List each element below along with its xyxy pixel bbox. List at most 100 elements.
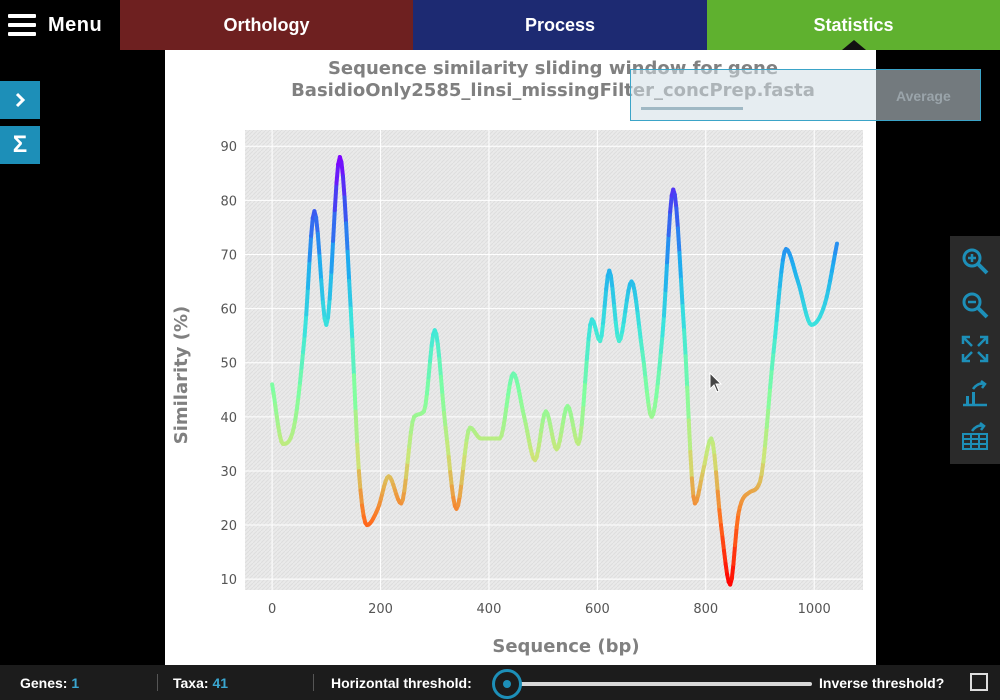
- tab-statistics[interactable]: Statistics: [707, 0, 1000, 50]
- y-tick-label: 30: [220, 465, 237, 480]
- chart-toolbar: [950, 236, 1000, 464]
- y-tick-label: 50: [220, 357, 237, 372]
- hamburger-icon: [8, 14, 36, 36]
- tab-orthology-label: Orthology: [223, 14, 310, 35]
- line-segment: [771, 334, 778, 354]
- threshold-slider[interactable]: [492, 668, 814, 699]
- line-segment: [332, 181, 339, 213]
- line-segment: [302, 312, 309, 338]
- divider: [157, 674, 158, 691]
- line-segment: [679, 277, 685, 308]
- line-segment: [761, 443, 768, 464]
- export-chart-icon: [963, 380, 987, 407]
- line-segment: [604, 273, 610, 291]
- slider-handle[interactable]: [492, 669, 522, 699]
- zoom-out-icon: [962, 292, 989, 319]
- zoom-out-button[interactable]: [958, 288, 992, 322]
- line-segment: [426, 358, 433, 380]
- line-segment: [462, 438, 469, 456]
- line-segment: [446, 454, 453, 475]
- line-segment: [586, 322, 593, 341]
- tab-statistics-label: Statistics: [813, 14, 894, 35]
- line-segment: [777, 269, 784, 289]
- line-segment: [442, 410, 448, 430]
- line-segment: [355, 442, 361, 473]
- line-segment: [405, 444, 412, 464]
- line-segment: [351, 373, 358, 414]
- line-segment: [584, 336, 591, 361]
- x-tick-label: 0: [268, 602, 276, 617]
- tab-orthology[interactable]: Orthology: [120, 0, 413, 50]
- divider: [313, 674, 314, 691]
- line-segment: [658, 333, 665, 355]
- line-segment: [428, 343, 434, 363]
- line-segment: [773, 318, 779, 339]
- line-segment: [448, 470, 454, 489]
- line-segment: [423, 391, 429, 408]
- line-segment: [404, 459, 410, 480]
- menu-label: Menu: [48, 13, 103, 36]
- line-segment: [435, 342, 442, 362]
- line-segment: [437, 357, 443, 379]
- line-segment: [680, 303, 687, 333]
- fullscreen-button[interactable]: [958, 332, 992, 366]
- sidebar-sigma-button[interactable]: Σ: [0, 126, 40, 164]
- zoom-in-button[interactable]: [958, 244, 992, 278]
- zoom-in-icon: [962, 248, 989, 275]
- export-chart-button[interactable]: [958, 376, 992, 410]
- line-segment: [339, 160, 345, 179]
- line-segment: [502, 404, 509, 420]
- x-tick-label: 200: [368, 602, 393, 617]
- line-segment: [334, 162, 341, 186]
- average-label: Average: [896, 88, 951, 104]
- similarity-chart[interactable]: 10 20 30 40 50 60 70 80 90 0 200 400 600 800 1000 Seq…: [165, 115, 876, 665]
- menu-button[interactable]: Menu: [0, 0, 120, 50]
- y-tick-label: 20: [220, 519, 237, 534]
- line-segment: [714, 470, 720, 494]
- x-tick-label: 800: [693, 602, 718, 617]
- line-segment: [301, 333, 307, 354]
- line-segment: [688, 449, 694, 481]
- line-segment: [769, 349, 776, 371]
- y-axis-ticks: 10 20 30 40 50 60 70 80 90: [220, 140, 237, 588]
- line-segment: [356, 468, 363, 493]
- tab-process[interactable]: Process: [413, 0, 707, 50]
- line-segment: [672, 192, 679, 211]
- inverse-threshold-checkbox[interactable]: [970, 673, 988, 691]
- line-segment: [734, 512, 741, 530]
- line-segment: [613, 320, 620, 338]
- line-segment: [347, 278, 353, 311]
- y-tick-label: 60: [220, 303, 237, 318]
- line-segment: [340, 174, 347, 200]
- genes-label: Genes:: [20, 675, 68, 691]
- average-button[interactable]: Average: [630, 69, 981, 121]
- line-segment: [329, 238, 336, 274]
- line-segment: [309, 216, 315, 238]
- y-axis-label: Similarity (%): [171, 306, 192, 445]
- line-segment: [320, 300, 327, 321]
- line-segment: [504, 392, 511, 408]
- line-segment: [457, 481, 464, 499]
- line-segment: [350, 337, 356, 378]
- line-segment: [663, 260, 670, 293]
- line-segment: [763, 425, 769, 448]
- line-segment: [307, 233, 314, 263]
- line-segment: [319, 278, 325, 305]
- sidebar-expand-button[interactable]: [0, 81, 40, 119]
- line-segment: [601, 303, 607, 325]
- export-table-button[interactable]: [958, 420, 992, 454]
- line-segment: [660, 313, 666, 338]
- line-segment: [654, 381, 660, 399]
- line-segment: [297, 365, 304, 385]
- line-segment: [717, 507, 723, 528]
- line-segment: [729, 561, 736, 581]
- line-segment: [644, 390, 651, 407]
- line-segment: [666, 209, 673, 238]
- line-segment: [833, 241, 839, 255]
- line-segment: [677, 250, 684, 282]
- line-segment: [712, 453, 719, 475]
- line-segment: [733, 525, 739, 548]
- line-segment: [314, 215, 320, 236]
- line-segment: [581, 379, 588, 407]
- taxa-value: 41: [212, 675, 229, 691]
